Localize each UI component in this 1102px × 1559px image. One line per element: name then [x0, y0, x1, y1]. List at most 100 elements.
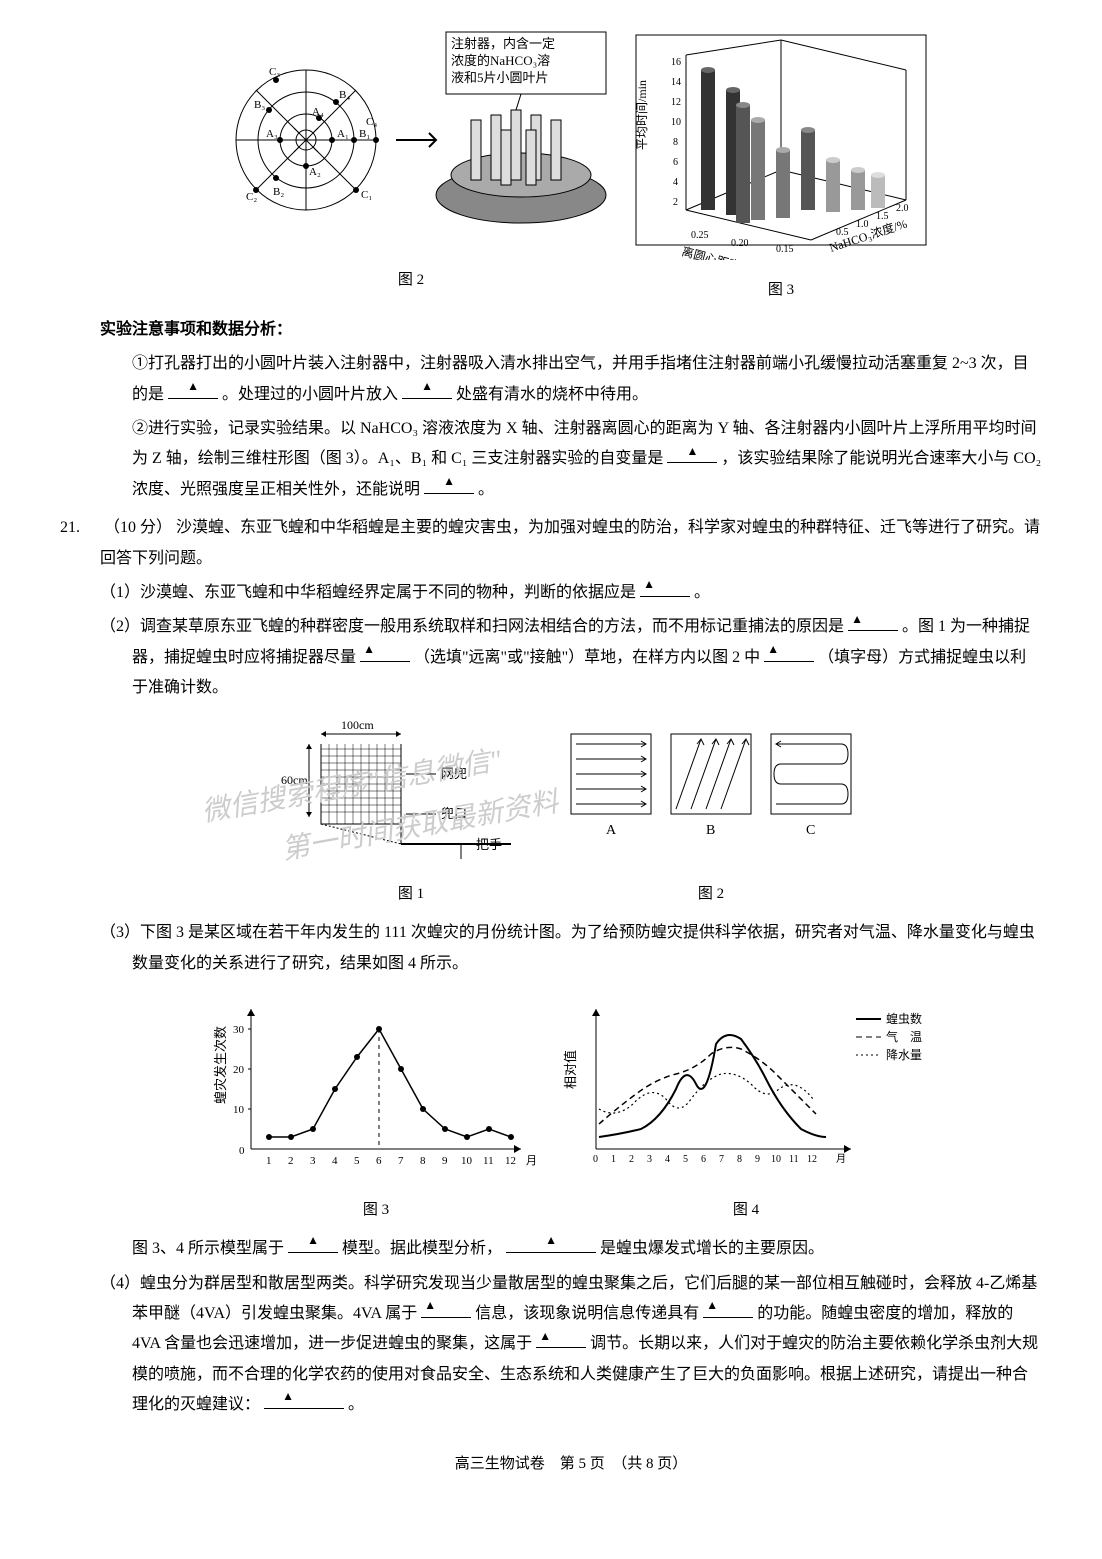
- section-heading: 实验注意事项和数据分析：: [100, 315, 1042, 345]
- fig2-abc-svg: A B C: [561, 714, 861, 864]
- fig3-label: 图 3: [631, 276, 931, 305]
- svg-text:C₄: C₄: [366, 116, 377, 128]
- svg-text:12: 12: [505, 1155, 516, 1167]
- svg-text:A: A: [606, 823, 617, 838]
- q21-p1-num: （1）: [100, 584, 140, 601]
- blank-6[interactable]: [848, 630, 898, 631]
- svg-text:9: 9: [755, 1154, 760, 1165]
- blank-13[interactable]: [536, 1347, 586, 1348]
- q21-p3-cont: 图 3、4 所示模型属于 模型。据此模型分析， 是蝗虫爆发式增长的主要原因。: [100, 1234, 1042, 1264]
- item1-text3: 处盛有清水的烧杯中待用。: [456, 386, 648, 403]
- svg-text:11: 11: [483, 1155, 494, 1167]
- svg-text:20: 20: [233, 1064, 245, 1076]
- q21-p2-text3: （选填"远离"或"接触"）草地，在样方内以图 2 中: [414, 649, 760, 666]
- svg-text:A₂: A₂: [309, 166, 321, 178]
- svg-text:1: 1: [266, 1155, 272, 1167]
- chart4-label: 图 4: [561, 1196, 931, 1225]
- chart3-label: 图 3: [211, 1196, 541, 1225]
- svg-text:4: 4: [665, 1154, 670, 1165]
- svg-text:3: 3: [647, 1154, 652, 1165]
- q21-p4-num: （4）: [100, 1275, 140, 1292]
- page-footer: 高三生物试卷 第 5 页 （共 8 页）: [100, 1450, 1042, 1479]
- svg-text:C₁: C₁: [361, 189, 372, 201]
- blank-11[interactable]: [421, 1317, 471, 1318]
- svg-text:蝗灾发生次数: 蝗灾发生次数: [213, 1026, 228, 1104]
- svg-text:2: 2: [288, 1155, 294, 1167]
- svg-text:B₄: B₄: [339, 89, 350, 101]
- svg-text:平均时间/min: 平均时间/min: [635, 80, 649, 150]
- mid-figures-row: 100cm 60cm 网兜 兜口 把手 图 1 A: [100, 714, 1042, 909]
- svg-text:液和5片小圆叶片: 液和5片小圆叶片: [451, 70, 549, 85]
- blank-1[interactable]: [168, 398, 218, 399]
- svg-text:16: 16: [671, 57, 681, 68]
- svg-text:10: 10: [461, 1155, 473, 1167]
- svg-text:1: 1: [611, 1154, 616, 1165]
- svg-text:12: 12: [807, 1154, 817, 1165]
- svg-text:5: 5: [683, 1154, 688, 1165]
- svg-text:A₁: A₁: [337, 128, 349, 140]
- figure-2: A₁A₂ A₃A₄ B₁B₂ B₃B₄ C₁C₂ C₃C₄ 注射器，内含一定 浓…: [211, 30, 611, 305]
- item-2: ②进行实验，记录实验结果。以 NaHCO₃ 溶液浓度为 X 轴、注射器离圆心的距…: [100, 414, 1042, 505]
- blank-9[interactable]: [288, 1252, 338, 1253]
- svg-text:2.0: 2.0: [896, 203, 909, 214]
- q21-p3-intro: （3）下图 3 是某区域在若干年内发生的 111 次蝗灾的月份统计图。为了给预防…: [100, 918, 1042, 979]
- svg-text:C₂: C₂: [246, 191, 257, 203]
- blank-4[interactable]: [424, 493, 474, 494]
- svg-text:5: 5: [354, 1155, 360, 1167]
- svg-text:7: 7: [398, 1155, 404, 1167]
- svg-text:6: 6: [673, 157, 678, 168]
- svg-text:8: 8: [420, 1155, 426, 1167]
- q21-p4-t2: 信息，该现象说明信息传递具有: [475, 1305, 699, 1322]
- svg-text:降水量: 降水量: [886, 1048, 922, 1062]
- q21-p2-text1: 调查某草原东亚飞蝗的种群密度一般用系统取样和扫网法相结合的方法，而不用标记重捕法…: [140, 618, 844, 635]
- q21-p3-text2: 图 3、4 所示模型属于: [132, 1240, 284, 1257]
- svg-text:0: 0: [593, 1154, 598, 1165]
- blank-7[interactable]: [360, 661, 410, 662]
- svg-text:8: 8: [673, 137, 678, 148]
- blank-8[interactable]: [764, 661, 814, 662]
- q21-p3-text1: 下图 3 是某区域在若干年内发生的 111 次蝗灾的月份统计图。为了给预防蝗灾提…: [132, 924, 1035, 971]
- svg-text:相对值: 相对值: [563, 1050, 578, 1089]
- svg-text:6: 6: [701, 1154, 706, 1165]
- svg-text:浓度的NaHCO₃溶: 浓度的NaHCO₃溶: [451, 53, 550, 68]
- callout-line1: 注射器，内含一定: [451, 36, 555, 51]
- svg-text:B₂: B₂: [273, 186, 284, 198]
- item2-text3: 。: [478, 481, 494, 498]
- item-1: ①打孔器打出的小圆叶片装入注射器中，注射器吸入清水排出空气，并用手指堵住注射器前…: [100, 349, 1042, 410]
- svg-text:A₃: A₃: [266, 128, 278, 140]
- chart-fig3: 蝗灾发生次数 0 10 20 30 1234 5678 9101112 月: [211, 989, 541, 1224]
- q21-intro-text: 沙漠蝗、东亚飞蝗和中华稻蝗是主要的蝗灾害虫，为加强对蝗虫的防治，科学家对蝗虫的种…: [100, 519, 1040, 566]
- svg-text:把手: 把手: [476, 837, 502, 852]
- q21-p3-num: （3）: [100, 924, 140, 941]
- top-figures-row: A₁A₂ A₃A₄ B₁B₂ B₃B₄ C₁C₂ C₃C₄ 注射器，内含一定 浓…: [100, 30, 1042, 305]
- figure-2-svg: A₁A₂ A₃A₄ B₁B₂ B₃B₄ C₁C₂ C₃C₄ 注射器，内含一定 浓…: [211, 30, 611, 250]
- charts-row: 蝗灾发生次数 0 10 20 30 1234 5678 9101112 月: [100, 989, 1042, 1224]
- svg-text:0.15: 0.15: [776, 244, 794, 255]
- svg-text:B₃: B₃: [254, 99, 265, 111]
- svg-text:9: 9: [442, 1155, 448, 1167]
- svg-text:100cm: 100cm: [341, 718, 374, 732]
- blank-3[interactable]: [667, 462, 717, 463]
- fig1-trap-label: 图 1: [281, 880, 541, 909]
- svg-text:B₁: B₁: [359, 128, 370, 140]
- blank-2[interactable]: [402, 398, 452, 399]
- svg-text:10: 10: [233, 1104, 245, 1116]
- svg-text:4: 4: [332, 1155, 338, 1167]
- blank-5[interactable]: [640, 596, 690, 597]
- svg-text:10: 10: [671, 117, 681, 128]
- q21-points: （10 分）: [104, 519, 172, 536]
- svg-text:8: 8: [737, 1154, 742, 1165]
- figure-1-trap: 100cm 60cm 网兜 兜口 把手 图 1: [281, 714, 541, 909]
- svg-text:6: 6: [376, 1155, 382, 1167]
- fig1-svg: 100cm 60cm 网兜 兜口 把手: [281, 714, 541, 864]
- svg-text:B: B: [706, 823, 715, 838]
- q21-p3-text4: 是蝗虫爆发式增长的主要原因。: [600, 1240, 824, 1257]
- svg-text:4: 4: [673, 177, 678, 188]
- svg-text:0: 0: [239, 1145, 245, 1157]
- q21-intro: 21. （10 分） 沙漠蝗、东亚飞蝗和中华稻蝗是主要的蝗灾害虫，为加强对蝗虫的…: [100, 513, 1042, 574]
- blank-14[interactable]: [264, 1408, 344, 1409]
- blank-10[interactable]: [506, 1252, 596, 1253]
- blank-12[interactable]: [703, 1317, 753, 1318]
- svg-text:A₄: A₄: [312, 106, 324, 118]
- svg-text:气 温: 气 温: [886, 1029, 922, 1044]
